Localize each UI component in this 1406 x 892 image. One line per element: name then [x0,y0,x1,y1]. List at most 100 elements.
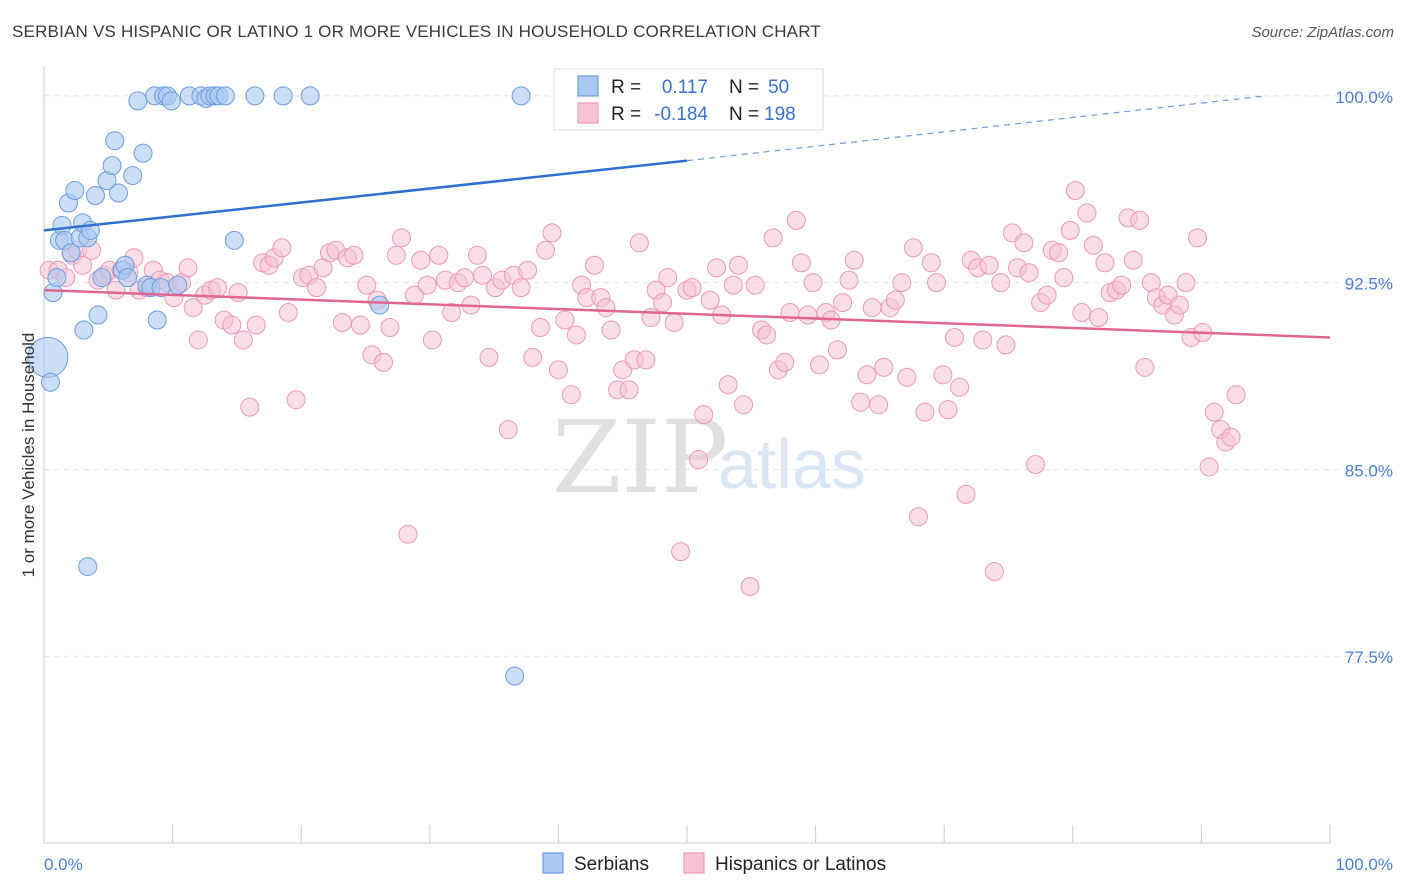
hispanic-point-52 [374,352,394,372]
hispanic-point-131 [844,250,864,270]
legend-n-label-1: N = [729,77,759,98]
hispanic-point-174 [1095,253,1115,273]
hispanic-point-192 [1199,457,1219,477]
hispanic-point-105 [694,405,714,425]
hispanic-point-5 [73,255,93,275]
serbian-point-24 [118,268,138,288]
hispanic-point-173 [1089,308,1109,328]
hispanic-point-145 [926,273,946,293]
serbian-point-3 [47,268,67,288]
hispanic-point-61 [429,245,449,265]
hispanic-trend-line [43,288,1331,339]
serbian-point-9 [65,181,85,201]
hispanic-point-180 [1130,210,1150,230]
hispanic-point-36 [272,238,292,258]
hispanic-point-23 [188,330,208,350]
hispanic-point-89 [601,320,621,340]
hispanic-point-188 [1176,273,1196,293]
serbian-point-45 [245,86,265,106]
serbian-point-1 [40,372,60,392]
legend-r-label-2: R = [611,104,641,125]
hispanic-point-104 [689,449,709,469]
hispanic-point-75 [518,260,538,280]
hispanic-point-181 [1135,357,1155,377]
x-tick-label-1: 100.0% [1335,855,1393,874]
hispanic-point-179 [1123,250,1143,270]
hispanic-point-59 [417,275,437,295]
y-tick-label-2: 92.5% [1345,275,1393,294]
hispanic-point-30 [233,330,253,350]
serbian-point-51 [511,86,531,106]
hispanic-point-37 [278,303,298,323]
hispanic-point-78 [536,240,556,260]
hispanic-point-76 [523,347,543,367]
serbian-point-49 [78,557,98,577]
hispanic-point-162 [1026,454,1046,474]
serbian-point-35 [161,91,181,111]
hispanic-point-167 [1054,268,1074,288]
legend-swatch-serbians [577,75,599,97]
hispanic-point-29 [228,283,248,303]
legend-r-value-2: -0.184 [654,104,708,125]
hispanic-point-10 [106,280,126,300]
hispanic-point-111 [728,255,748,275]
hispanic-point-94 [629,233,649,253]
hispanic-point-157 [996,335,1016,355]
serbian-point-47 [300,86,320,106]
hispanic-point-56 [398,524,418,544]
hispanic-point-99 [658,268,678,288]
hispanic-point-109 [718,375,738,395]
hispanic-point-80 [548,360,568,380]
hispanic-point-101 [671,542,691,562]
hispanic-point-143 [915,402,935,422]
chart-title: SERBIAN VS HISPANIC OR LATINO 1 OR MORE … [12,22,821,41]
hispanic-point-171 [1077,203,1097,223]
hispanic-point-47 [344,245,364,265]
hispanic-point-147 [938,400,958,420]
hispanic-point-110 [723,275,743,295]
hispanic-point-170 [1072,303,1092,323]
hispanic-point-116 [757,325,777,345]
hispanic-point-88 [596,298,616,318]
hispanic-point-134 [862,298,882,318]
hispanic-point-138 [885,290,905,310]
hispanic-point-142 [908,507,928,527]
y-tick-label-0: 77.5% [1345,648,1393,667]
hispanic-point-139 [892,273,912,293]
hispanic-point-164 [1037,285,1057,305]
hispanic-point-28 [222,315,242,335]
hispanic-point-130 [839,270,859,290]
hispanic-points [39,181,1246,596]
serbian-point-12 [74,320,94,340]
trend-lines [43,95,1331,339]
serbian-point-26 [128,91,148,111]
serbian-point-25 [123,166,143,186]
hispanic-point-69 [479,347,499,367]
serbian-point-36 [168,275,188,295]
bottom-legend-hispanics: Hispanics or Latinos [715,854,886,875]
y-tick-label-1: 85.0% [1345,461,1393,480]
watermark-atlas: atlas [718,425,866,503]
x-tick-label-0: 0.0% [44,855,83,874]
hispanic-point-132 [851,392,871,412]
hispanic-point-114 [745,275,765,295]
hispanic-point-196 [1221,427,1241,447]
hispanic-point-22 [183,298,203,318]
legend-n-value-2: 198 [764,104,796,125]
serbian-point-16 [88,305,108,325]
y-tick-label-3: 100.0% [1335,88,1393,107]
hispanic-point-136 [874,357,894,377]
serbian-point-46 [273,86,293,106]
hispanic-point-117 [763,228,783,248]
hispanic-point-153 [973,330,993,350]
hispanic-point-166 [1049,243,1069,263]
hispanic-point-146 [933,365,953,385]
hispanic-point-45 [332,313,352,333]
serbian-point-48 [370,295,390,315]
hispanic-point-55 [392,228,412,248]
hispanic-point-122 [791,253,811,273]
hispanic-point-128 [827,340,847,360]
hispanic-point-129 [833,293,853,313]
hispanic-point-133 [857,365,877,385]
